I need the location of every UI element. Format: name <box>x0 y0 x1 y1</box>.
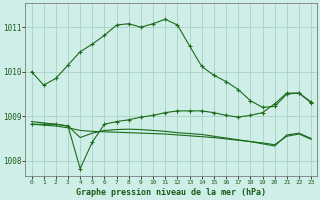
X-axis label: Graphe pression niveau de la mer (hPa): Graphe pression niveau de la mer (hPa) <box>76 188 266 197</box>
